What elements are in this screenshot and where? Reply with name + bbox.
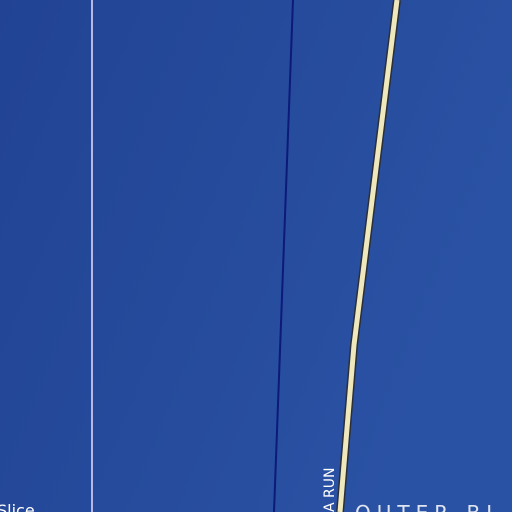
road-line[interactable] <box>337 0 400 512</box>
area-name-label: OUTER BL <box>355 501 503 512</box>
boundary-line-dark <box>273 0 294 512</box>
place-name-label: Slice <box>0 501 35 512</box>
road-name-label: A RUN <box>322 468 338 512</box>
